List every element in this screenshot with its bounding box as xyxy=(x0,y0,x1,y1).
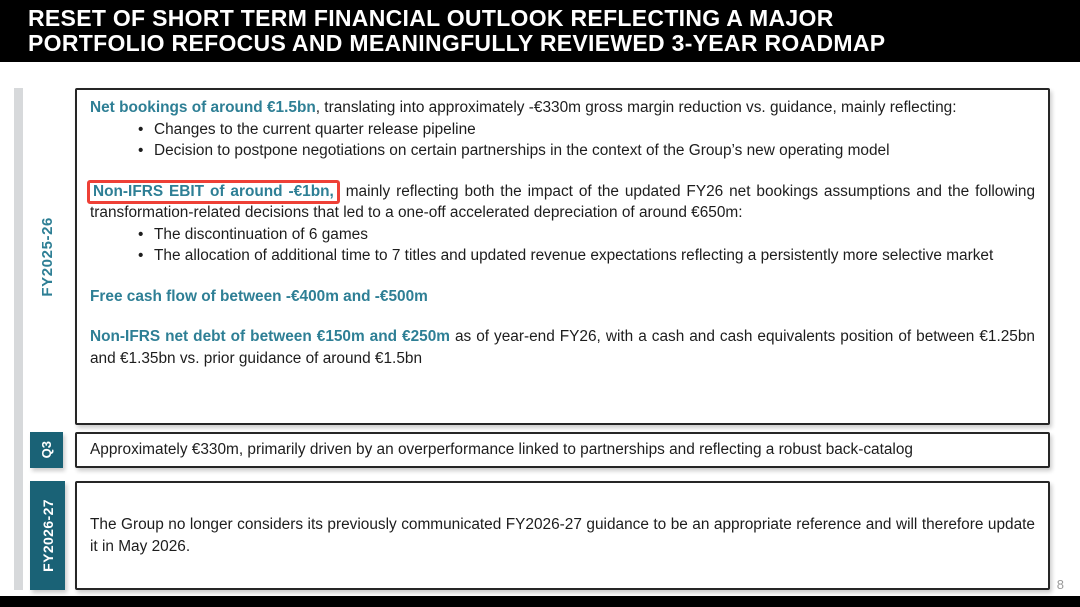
net-bookings-highlight: Net bookings of around €1.5bn xyxy=(90,99,316,116)
q3-label-text: Q3 xyxy=(39,441,54,459)
fy2025-26-label-text: FY2025-26 xyxy=(39,216,56,297)
footer-bar xyxy=(0,596,1080,607)
bullet-item: The allocation of additional time to 7 t… xyxy=(138,245,1035,267)
net-bookings-text: , translating into approximately -€330m … xyxy=(315,99,957,116)
slide-title-line-2: PORTFOLIO REFOCUS AND MEANINGFULLY REVIE… xyxy=(28,30,886,56)
ebit-text: mainly reflecting both the impact of the… xyxy=(90,182,1036,222)
q3-box: Approximately €330m, primarily driven by… xyxy=(75,432,1050,468)
bullet-item: Changes to the current quarter release p… xyxy=(138,119,1035,141)
net-debt-paragraph: Non-IFRS net debt of between €150m and €… xyxy=(90,326,1035,369)
fy2026-27-box: The Group no longer considers its previo… xyxy=(75,481,1050,590)
section-label-q3: Q3 xyxy=(30,432,63,468)
net-bookings-paragraph: Net bookings of around €1.5bn, translati… xyxy=(90,97,1035,119)
left-rail-strip xyxy=(14,88,23,590)
fy2025-26-guidance-box: Net bookings of around €1.5bn, translati… xyxy=(75,88,1050,425)
net-debt-highlight: Non-IFRS net debt of between €150m and €… xyxy=(90,328,450,345)
page-number: 8 xyxy=(1056,577,1064,592)
fy2026-27-text: The Group no longer considers its previo… xyxy=(90,516,1035,555)
free-cash-flow-paragraph: Free cash flow of between -€400m and -€5… xyxy=(90,286,1035,308)
ebit-highlight: Non-IFRS EBIT of around -€1bn, xyxy=(93,182,334,200)
red-highlight-box: Non-IFRS EBIT of around -€1bn, xyxy=(87,179,340,204)
q3-text: Approximately €330m, primarily driven by… xyxy=(90,441,913,459)
bullet-item: Decision to postpone negotiations on cer… xyxy=(138,140,1035,162)
net-debt-text: as of year-end FY26, with a cash and cas… xyxy=(90,328,1035,367)
fy2026-27-label-text: FY2026-27 xyxy=(39,499,56,572)
section-label-fy2026-27: FY2026-27 xyxy=(30,481,65,590)
slide-title-bar: RESET OF SHORT TERM FINANCIAL OUTLOOK RE… xyxy=(0,0,1080,62)
free-cash-flow-highlight: Free cash flow of between -€400m and -€5… xyxy=(90,287,428,305)
section-label-fy2025-26: FY2025-26 xyxy=(25,88,70,425)
ebit-paragraph: Non-IFRS EBIT of around -€1bn, mainly re… xyxy=(87,179,1036,224)
net-bookings-bullets: Changes to the current quarter release p… xyxy=(90,119,1035,162)
slide-title-line-1: RESET OF SHORT TERM FINANCIAL OUTLOOK RE… xyxy=(28,5,834,31)
ebit-bullets: The discontinuation of 6 games The alloc… xyxy=(90,224,1035,267)
bullet-item: The discontinuation of 6 games xyxy=(138,224,1035,246)
